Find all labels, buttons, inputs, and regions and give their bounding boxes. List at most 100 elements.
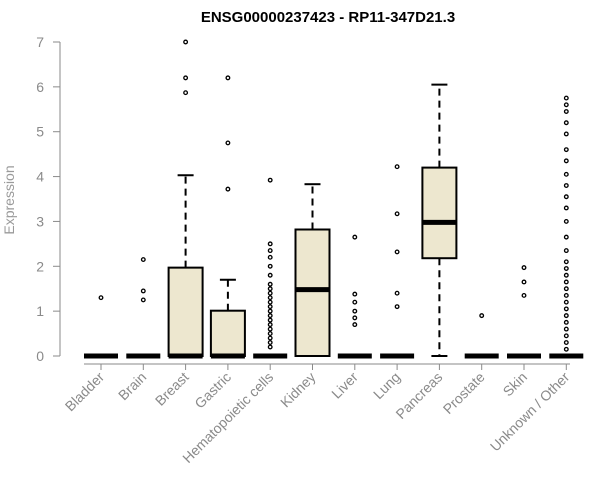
chart-title: ENSG00000237423 - RP11-347D21.3 bbox=[201, 9, 455, 26]
box-group bbox=[84, 295, 118, 359]
outlier-point bbox=[267, 241, 273, 247]
outlier-point bbox=[267, 281, 273, 287]
outlier-point bbox=[352, 308, 358, 314]
outlier-point bbox=[563, 102, 569, 108]
category-label: Prostate bbox=[440, 369, 488, 417]
category-label: Brain bbox=[115, 369, 149, 403]
category-label: Bladder bbox=[62, 369, 108, 415]
outlier-point bbox=[563, 171, 569, 177]
outlier-point bbox=[394, 211, 400, 217]
outlier-point bbox=[352, 299, 358, 305]
box-group bbox=[126, 257, 161, 359]
outlier-point bbox=[183, 90, 189, 96]
outlier-point bbox=[267, 335, 273, 341]
outlier-point bbox=[563, 259, 569, 265]
outlier-point bbox=[267, 322, 273, 328]
outlier-point bbox=[563, 218, 569, 224]
outlier-point bbox=[563, 340, 569, 345]
outlier-point bbox=[394, 164, 400, 170]
box-body bbox=[421, 166, 458, 260]
box-group bbox=[337, 234, 372, 359]
outlier-point bbox=[140, 257, 146, 263]
outlier-point bbox=[267, 344, 273, 350]
outlier-point bbox=[563, 319, 569, 325]
box-group bbox=[380, 164, 415, 359]
box-body bbox=[294, 228, 331, 357]
box-group bbox=[209, 75, 246, 359]
outlier-point bbox=[563, 292, 569, 298]
y-axis-label: Expression bbox=[1, 165, 17, 234]
box-group bbox=[421, 83, 458, 357]
outlier-point bbox=[267, 326, 273, 332]
outlier-point bbox=[394, 304, 400, 310]
outlier-point bbox=[521, 279, 527, 285]
outlier-point bbox=[563, 326, 569, 332]
outlier-point bbox=[267, 340, 273, 345]
outlier-point bbox=[352, 234, 358, 240]
outlier-point bbox=[394, 249, 400, 255]
outlier-point bbox=[521, 265, 527, 271]
outlier-point bbox=[563, 95, 569, 101]
outlier-point bbox=[563, 147, 569, 153]
outlier-point bbox=[563, 346, 569, 352]
y-tick-label: 5 bbox=[36, 124, 44, 140]
outlier-point bbox=[563, 306, 569, 312]
outlier-point bbox=[225, 140, 231, 146]
category-label: Kidney bbox=[277, 369, 319, 411]
box-body bbox=[209, 309, 246, 357]
box-group bbox=[167, 39, 204, 359]
box-group bbox=[549, 95, 584, 359]
outlier-point bbox=[563, 158, 569, 164]
outlier-point bbox=[563, 266, 569, 271]
category-label: Pancreas bbox=[392, 369, 445, 422]
outlier-point bbox=[563, 205, 569, 211]
y-tick-label: 4 bbox=[36, 169, 44, 185]
y-tick-label: 7 bbox=[36, 34, 44, 50]
outlier-point bbox=[563, 299, 569, 305]
outlier-point bbox=[563, 279, 569, 285]
outlier-point bbox=[352, 291, 358, 297]
y-tick-label: 3 bbox=[36, 213, 44, 229]
outlier-point bbox=[98, 295, 104, 301]
outlier-point bbox=[563, 272, 569, 278]
outlier-point bbox=[479, 313, 485, 319]
outlier-point bbox=[563, 286, 569, 292]
box-group bbox=[507, 265, 541, 359]
outlier-point bbox=[563, 183, 569, 188]
outlier-point bbox=[267, 254, 273, 260]
outlier-point bbox=[394, 290, 400, 296]
outlier-point bbox=[267, 263, 273, 269]
outlier-point bbox=[140, 297, 146, 303]
outlier-point bbox=[563, 109, 569, 114]
category-label: Skin bbox=[500, 369, 531, 400]
outlier-point bbox=[267, 272, 273, 278]
y-axis-ticks: 0 1 2 3 4 5 6 7 bbox=[36, 34, 60, 364]
y-tick-label: 1 bbox=[36, 303, 44, 319]
outlier-point bbox=[352, 315, 358, 321]
outlier-point bbox=[563, 120, 569, 126]
outlier-point bbox=[225, 75, 231, 81]
y-tick-label: 0 bbox=[36, 348, 44, 364]
boxes-layer bbox=[84, 39, 584, 359]
outlier-point bbox=[563, 333, 569, 339]
outlier-point bbox=[140, 288, 146, 294]
outlier-point bbox=[267, 304, 273, 310]
outlier-point bbox=[563, 234, 569, 240]
outlier-point bbox=[267, 295, 273, 301]
box-body bbox=[167, 266, 204, 358]
outlier-point bbox=[183, 39, 189, 45]
outlier-point bbox=[521, 292, 527, 298]
category-label: Lung bbox=[370, 369, 403, 402]
outlier-point bbox=[563, 248, 569, 254]
outlier-point bbox=[225, 186, 231, 192]
outlier-point bbox=[563, 313, 569, 319]
outlier-point bbox=[183, 75, 189, 81]
outlier-point bbox=[267, 177, 273, 183]
outlier-point bbox=[563, 131, 569, 137]
box-group bbox=[294, 183, 331, 357]
outlier-point bbox=[267, 290, 273, 296]
outlier-point bbox=[267, 286, 273, 292]
category-label: Liver bbox=[328, 369, 361, 402]
